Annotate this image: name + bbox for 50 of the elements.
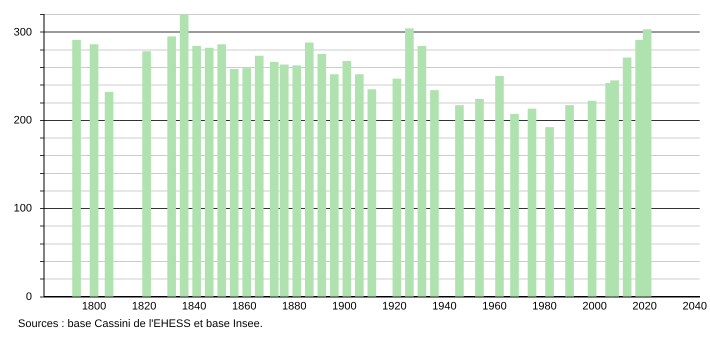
source-note: Sources : base Cassini de l'EHESS et base Insee. [18, 318, 263, 330]
bar [342, 61, 352, 297]
bar [622, 57, 632, 297]
x-tick-label: 1840 [182, 300, 206, 312]
bar [292, 65, 302, 297]
bar [204, 48, 214, 297]
y-tick-label: 300 [14, 26, 32, 38]
y-tick-label: 0 [26, 290, 32, 303]
bar [304, 42, 314, 297]
x-tick-label: 1980 [532, 300, 557, 312]
bar [565, 105, 574, 297]
bar [510, 114, 519, 297]
bar [405, 28, 414, 297]
bar [475, 98, 484, 297]
x-tick-label: 1960 [482, 300, 507, 312]
y-tick-label: 200 [14, 114, 32, 126]
bar [242, 68, 252, 297]
bar [430, 90, 439, 297]
bar [330, 74, 339, 297]
bar [217, 44, 226, 297]
x-tick-label: 1860 [232, 300, 256, 312]
bar [495, 76, 504, 297]
bar [455, 105, 464, 297]
bar [167, 36, 176, 297]
bar [368, 89, 376, 297]
x-tick-label: 1900 [332, 300, 357, 312]
bar [317, 54, 326, 297]
x-tick-label: 2040 [682, 300, 707, 312]
bar [355, 74, 364, 297]
x-tick-label: 2020 [632, 300, 657, 312]
bar [528, 108, 536, 297]
bar [230, 68, 239, 297]
bar [254, 56, 264, 297]
x-tick-label: 1800 [82, 300, 106, 312]
bar [192, 46, 201, 297]
x-tick-label: 1820 [132, 300, 156, 312]
bar [588, 100, 596, 297]
bar [418, 46, 426, 297]
bar [72, 40, 81, 297]
bar [392, 78, 402, 297]
x-tick-label: 1920 [382, 300, 407, 312]
bar [545, 127, 554, 297]
bar [180, 14, 188, 297]
bar [142, 51, 151, 297]
y-tick-label: 100 [14, 202, 32, 215]
bar [90, 44, 98, 297]
x-tick-label: 1880 [282, 300, 307, 312]
x-tick-label: 2000 [582, 300, 607, 312]
bar [104, 92, 114, 297]
x-tick-label: 1940 [432, 300, 457, 312]
